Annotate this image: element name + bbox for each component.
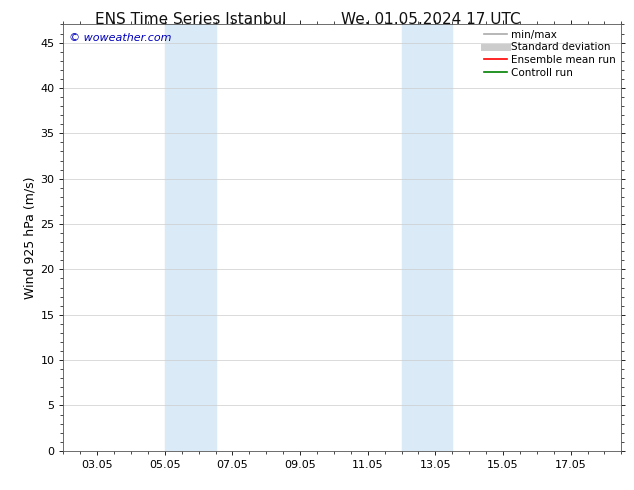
Text: © woweather.com: © woweather.com: [69, 33, 171, 43]
Text: We. 01.05.2024 17 UTC: We. 01.05.2024 17 UTC: [341, 12, 521, 27]
Bar: [165, 24, 216, 451]
Text: ENS Time Series Istanbul: ENS Time Series Istanbul: [94, 12, 286, 27]
Legend: min/max, Standard deviation, Ensemble mean run, Controll run: min/max, Standard deviation, Ensemble me…: [482, 27, 618, 79]
Y-axis label: Wind 925 hPa (m/s): Wind 925 hPa (m/s): [23, 176, 36, 299]
Bar: [401, 24, 452, 451]
